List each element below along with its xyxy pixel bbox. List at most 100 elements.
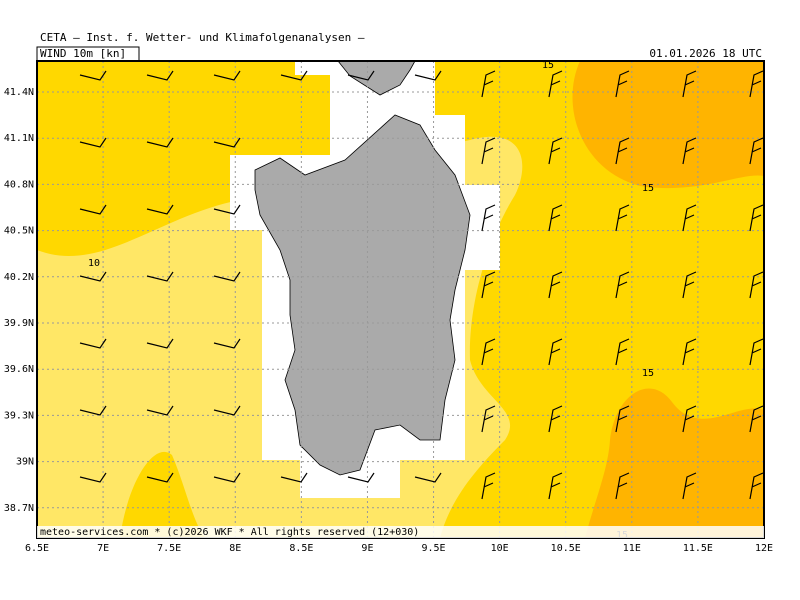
lat-label: 40.5N <box>4 226 34 237</box>
lon-label: 8E <box>229 543 241 554</box>
wind-barb <box>548 271 563 299</box>
wind-barb <box>146 70 174 81</box>
wind-barb <box>146 405 174 416</box>
wind-barb <box>615 137 630 165</box>
contour-label: 15 <box>542 60 554 71</box>
wind-barb <box>146 204 174 215</box>
map-area: 1515101515 <box>37 60 764 538</box>
wind-barb <box>146 271 174 282</box>
lat-label: 39.6N <box>4 364 34 375</box>
wind-barb <box>79 70 107 81</box>
wind-barb <box>213 472 241 483</box>
wind-barb <box>146 137 174 148</box>
wind-barb <box>79 137 107 148</box>
wind-barb <box>280 70 308 81</box>
wind-barb <box>682 338 697 366</box>
contour-label: 15 <box>642 183 654 194</box>
wind-barb <box>548 472 563 500</box>
wind-barb <box>414 70 442 81</box>
lat-label: 39.9N <box>4 318 34 329</box>
axes: 6.5E 7E 7.5E 8E 8.5E 9E 9.5E 10E 10.5E 11E 11.5E 12… <box>4 87 773 554</box>
footer: meteo-services.com * (c)2026 WKF * All r… <box>40 527 419 538</box>
contour-label: 10 <box>88 258 100 269</box>
wind-barb <box>548 137 563 165</box>
wind-barb <box>682 472 697 500</box>
wind-barb <box>749 472 764 500</box>
wind-barb <box>682 271 697 299</box>
wind-barb <box>749 70 764 98</box>
lon-label: 9E <box>361 543 373 554</box>
wind-barb <box>347 70 375 81</box>
wind-barb <box>79 338 107 349</box>
wind-barb <box>213 204 241 215</box>
lon-label: 11.5E <box>683 543 713 554</box>
lon-label: 9.5E <box>421 543 445 554</box>
lon-label: 7E <box>97 543 109 554</box>
valid-time: 01.01.2026 18 UTC <box>649 47 762 60</box>
lat-label: 38.7N <box>4 503 34 514</box>
wind-barb <box>682 70 697 98</box>
wind-barb <box>749 338 764 366</box>
wind-barb <box>79 271 107 282</box>
wind-fill-strong <box>585 388 764 538</box>
lon-label: 11E <box>623 543 641 554</box>
wind-barb <box>213 271 241 282</box>
wind-barb <box>548 405 563 433</box>
footer-bar <box>37 526 764 538</box>
wind-barb <box>548 204 563 232</box>
wind-barb <box>79 405 107 416</box>
wind-barb <box>749 405 764 433</box>
lon-label: 7.5E <box>157 543 181 554</box>
wind-barb <box>79 204 107 215</box>
wind-barb <box>481 338 496 366</box>
map-title: CETA – Inst. f. Wetter- und Klimafolgena… <box>40 31 365 44</box>
lon-label: 12E <box>755 543 773 554</box>
graticule <box>37 61 764 538</box>
wind-barb <box>682 204 697 232</box>
lon-label: 10E <box>491 543 509 554</box>
wind-barb <box>615 472 630 500</box>
wind-barb <box>280 472 308 483</box>
wind-barbs <box>79 70 764 500</box>
lat-label: 40.8N <box>4 179 34 190</box>
wind-barb <box>615 338 630 366</box>
wind-barb <box>481 405 496 433</box>
lon-label: 8.5E <box>289 543 313 554</box>
wind-barb <box>481 137 496 165</box>
parameter-label: WIND 10m [kn] <box>40 47 126 60</box>
wind-barb <box>414 472 442 483</box>
wind-barb <box>146 338 174 349</box>
lat-label: 41.1N <box>4 133 34 144</box>
wind-barb <box>749 204 764 232</box>
wind-barb <box>481 271 496 299</box>
wind-barb <box>146 472 174 483</box>
wind-barb <box>481 204 496 232</box>
wind-barb <box>615 405 630 433</box>
wind-barb <box>481 472 496 500</box>
wind-barb <box>749 137 764 165</box>
wind-barb <box>213 338 241 349</box>
wind-barb <box>213 70 241 81</box>
lat-label: 40.2N <box>4 272 34 283</box>
wind-barb <box>615 271 630 299</box>
lat-label: 39.3N <box>4 410 34 421</box>
wind-barb <box>213 405 241 416</box>
lon-label: 10.5E <box>551 543 581 554</box>
wind-barb <box>79 472 107 483</box>
sardinia <box>254 114 471 476</box>
lon-label: 6.5E <box>25 543 49 554</box>
wind-barb <box>548 338 563 366</box>
wind-barb <box>682 137 697 165</box>
wind-barb <box>682 405 697 433</box>
wind-barb <box>615 70 630 98</box>
lat-label: 41.4N <box>4 87 34 98</box>
wind-barb <box>749 271 764 299</box>
contour-label: 15 <box>642 368 654 379</box>
wind-barb <box>213 137 241 148</box>
lat-label: 39N <box>16 457 34 468</box>
wind-fill <box>120 451 205 538</box>
wind-barb <box>615 204 630 232</box>
wind-fill-strong <box>572 61 764 189</box>
wind-barb <box>548 70 563 98</box>
